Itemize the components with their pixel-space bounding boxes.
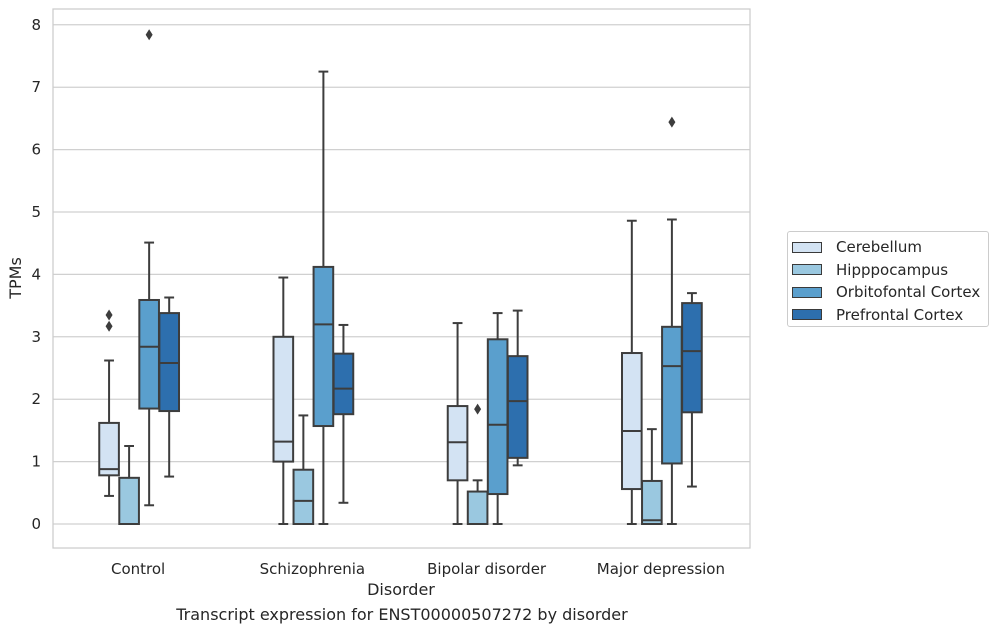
box-prefrontal-cortex — [506, 309, 529, 467]
outlier-point — [145, 29, 153, 41]
chart-title: Transcript expression for ENST0000050727… — [176, 605, 628, 624]
box-cerebellum — [620, 219, 643, 525]
box — [292, 468, 315, 526]
box — [506, 355, 529, 459]
box-hipppocampus — [118, 445, 140, 526]
x-axis-label: Disorder — [367, 580, 435, 599]
x-tick-label: Control — [111, 560, 165, 578]
box-orbitofontal-cortex — [486, 312, 509, 525]
box-orbitofontal-cortex — [312, 70, 335, 525]
legend-item: Orbitofontal Cortex — [792, 281, 988, 304]
box-hipppocampus — [641, 428, 663, 525]
box — [272, 335, 295, 463]
box-hipppocampus — [466, 403, 489, 525]
y-tick-label: 8 — [31, 16, 41, 34]
box — [138, 298, 160, 410]
y-tick-label: 4 — [31, 265, 41, 283]
box — [661, 325, 683, 465]
box — [641, 479, 663, 525]
box — [486, 338, 509, 496]
legend-swatch — [792, 264, 822, 276]
x-tick-label: Major depression — [597, 560, 725, 578]
legend-label: Prefrontal Cortex — [836, 305, 964, 324]
box-plot-series — [98, 29, 703, 526]
grid-lines — [53, 24, 750, 525]
legend-item: Cerebellum — [792, 236, 988, 259]
box-cerebellum — [98, 309, 120, 497]
x-tick-label: Bipolar disorder — [427, 560, 547, 578]
y-axis-label: TPMs — [6, 257, 25, 300]
box — [118, 476, 140, 526]
outlier-point — [668, 116, 676, 128]
legend-label: Orbitofontal Cortex — [836, 283, 981, 302]
y-tick-label: 1 — [31, 453, 41, 471]
legend-swatch — [792, 241, 822, 253]
box — [312, 265, 335, 428]
legend-item: Prefrontal Cortex — [792, 304, 988, 327]
box-cerebellum — [272, 276, 295, 525]
y-tick-label: 6 — [31, 141, 41, 159]
y-tick-label: 5 — [31, 203, 41, 221]
box — [466, 490, 489, 525]
legend-swatch — [792, 309, 822, 321]
x-tick-label: Schizophrenia — [260, 560, 365, 578]
box-prefrontal-cortex — [681, 292, 703, 488]
outlier-point — [105, 309, 113, 321]
y-axis-ticks: 0 1 2 3 4 5 6 7 8 — [31, 16, 41, 533]
legend-swatch — [792, 286, 822, 298]
legend-item: Hipppocampus — [792, 259, 988, 282]
y-tick-label: 7 — [31, 78, 41, 96]
box-prefrontal-cortex — [332, 323, 355, 504]
y-tick-label: 2 — [31, 390, 41, 408]
legend-label: Hipppocampus — [836, 260, 949, 279]
box — [681, 302, 703, 414]
box — [98, 421, 120, 477]
y-tick-label: 3 — [31, 328, 41, 346]
box-cerebellum — [446, 322, 469, 525]
box-orbitofontal-cortex — [661, 116, 683, 525]
box — [620, 352, 643, 491]
box-hipppocampus — [292, 414, 315, 526]
y-tick-label: 0 — [31, 515, 41, 533]
plot-frame — [52, 8, 751, 549]
x-axis-ticks: Control Schizophrenia Bipolar disorder Majo… — [111, 560, 725, 578]
box-prefrontal-cortex — [158, 296, 181, 478]
box — [332, 352, 355, 416]
legend: Cerebellum Hipppocampus Orbitofontal Corte… — [787, 231, 989, 327]
outlier-point — [105, 320, 113, 332]
outlier-point — [474, 403, 482, 415]
box-orbitofontal-cortex — [138, 29, 160, 507]
legend-label: Cerebellum — [836, 238, 922, 257]
